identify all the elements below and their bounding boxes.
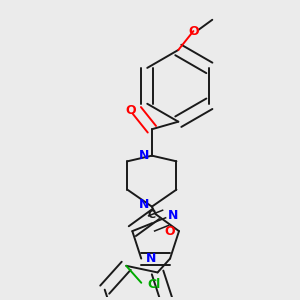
Text: N: N (167, 209, 178, 222)
Text: O: O (126, 104, 136, 117)
Text: Cl: Cl (147, 278, 160, 291)
Text: N: N (146, 252, 156, 265)
Text: N: N (139, 149, 149, 162)
Text: O: O (188, 25, 199, 38)
Text: C: C (148, 210, 156, 220)
Text: N: N (139, 198, 149, 211)
Text: O: O (164, 225, 175, 238)
